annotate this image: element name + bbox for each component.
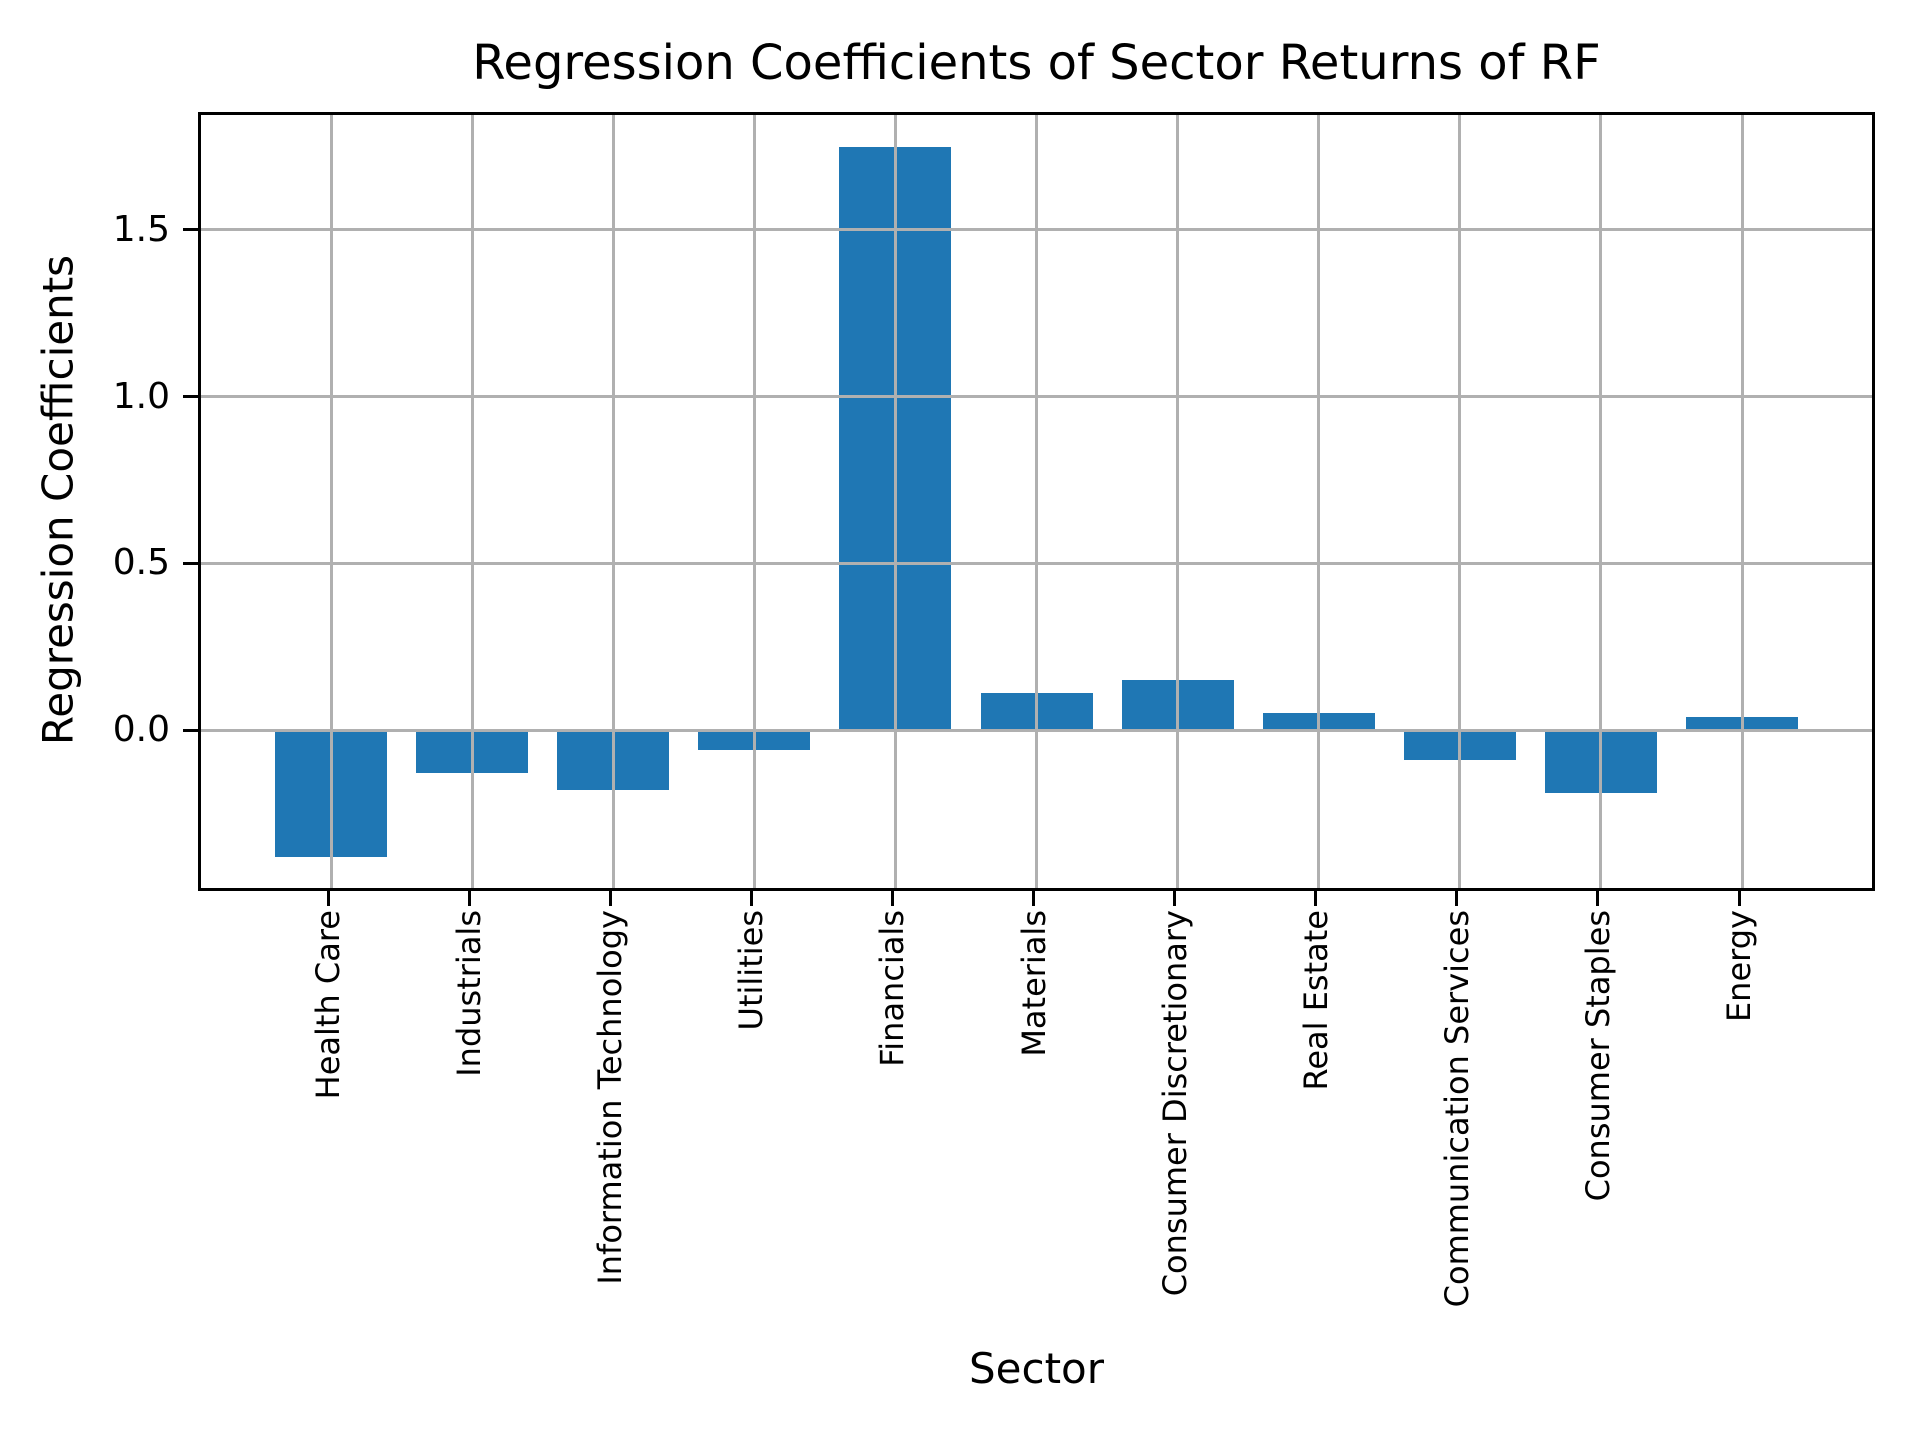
x-tick-utilities	[749, 891, 753, 906]
gridline-v-utilities	[752, 115, 756, 888]
gridline-v-information-technology	[611, 115, 615, 888]
x-category-label-health-care: Health Care	[309, 910, 347, 1100]
y-tick-label-0.0: 0.0	[112, 709, 170, 750]
gridline-v-financials	[893, 115, 897, 888]
y-tick-label-0.5: 0.5	[112, 542, 170, 584]
x-category-label-consumer-discretionary: Consumer Discretionary	[1155, 910, 1194, 1297]
y-axis-label: Regression Coefficients	[33, 254, 83, 746]
x-tick-consumer-staples	[1596, 891, 1600, 906]
y-tick-0.5	[183, 561, 198, 565]
gridline-v-industrials	[470, 115, 474, 888]
gridline-v-materials	[1035, 115, 1038, 888]
x-tick-materials	[1032, 891, 1035, 906]
gridline-v-consumer-discretionary	[1176, 115, 1180, 888]
x-category-label-information-technology: Information Technology	[591, 910, 630, 1285]
x-category-label-energy: Energy	[1720, 910, 1758, 1023]
x-category-label-consumer-staples: Consumer Staples	[1578, 910, 1617, 1202]
x-tick-health-care	[326, 891, 330, 906]
x-tick-information-technology	[608, 891, 612, 906]
x-category-label-financials: Financials	[873, 910, 912, 1067]
plot-area	[198, 112, 1875, 891]
chart-title: Regression Coefficients of Sector Return…	[472, 35, 1601, 91]
x-tick-energy	[1737, 891, 1741, 906]
x-tick-industrials	[467, 891, 471, 906]
gridline-v-communication-services	[1458, 115, 1462, 888]
x-axis-label: Sector	[968, 1344, 1105, 1393]
x-tick-consumer-discretionary	[1173, 891, 1177, 906]
gridline-v-health-care	[329, 115, 333, 888]
x-category-label-materials: Materials	[1014, 910, 1053, 1057]
gridline-v-consumer-staples	[1599, 115, 1603, 888]
y-tick-label-1.0: 1.0	[112, 375, 170, 417]
x-category-label-industrials: Industrials	[450, 910, 489, 1077]
x-category-label-utilities: Utilities	[732, 910, 771, 1031]
gridline-v-energy	[1740, 115, 1744, 888]
x-category-label-real-estate: Real Estate	[1296, 910, 1335, 1091]
x-tick-financials	[890, 891, 894, 906]
y-tick-0.0	[183, 728, 198, 732]
y-tick-label-1.5: 1.5	[112, 208, 170, 250]
x-tick-communication-services	[1455, 891, 1459, 906]
y-tick-1.0	[183, 395, 198, 399]
gridline-v-real-estate	[1317, 115, 1321, 888]
x-tick-real-estate	[1314, 891, 1318, 906]
x-category-label-communication-services: Communication Services	[1437, 910, 1476, 1308]
y-tick-1.5	[183, 228, 198, 232]
